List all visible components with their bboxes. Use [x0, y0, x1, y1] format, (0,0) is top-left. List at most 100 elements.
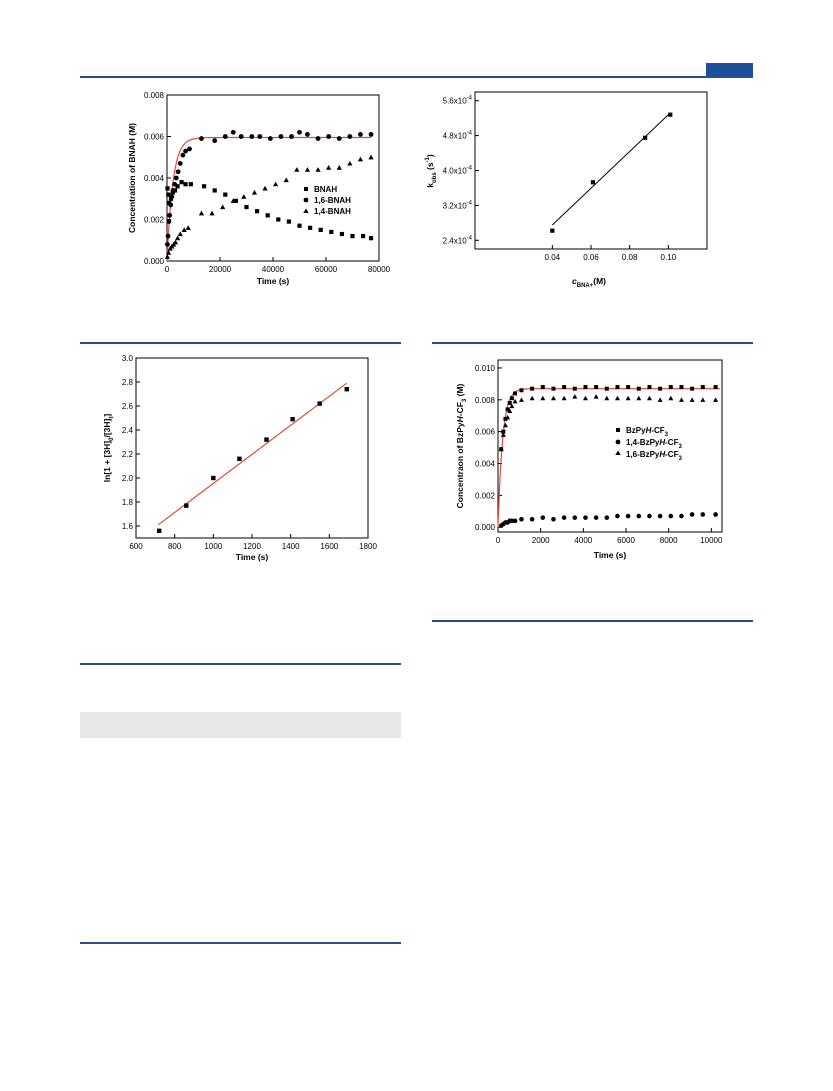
- data-point: [166, 192, 171, 197]
- series-1-6-bnah: [164, 129, 374, 247]
- data-point: [172, 181, 178, 187]
- data-point: [290, 417, 295, 422]
- data-point: [185, 225, 191, 230]
- legend-label-1-4-bzpyh-cf3: 1,4-BzPyH-CF3: [626, 438, 682, 450]
- y-tick-label: 0.008: [475, 396, 496, 405]
- y-tick-label: 2.6: [122, 402, 134, 411]
- data-point: [209, 210, 215, 216]
- data-point: [512, 518, 518, 524]
- data-point: [297, 129, 302, 135]
- y-tick-label: 2.4: [122, 426, 134, 435]
- data-point: [530, 386, 535, 391]
- data-point: [679, 385, 684, 390]
- legend-label-1-6-bnah: 1,6-BNAH: [314, 196, 351, 205]
- data-point: [251, 189, 258, 195]
- legend-marker-1-6-bzpyh-cf3: [615, 450, 621, 455]
- data-point: [529, 395, 535, 401]
- y-tick-label: 0.008: [144, 91, 165, 100]
- data-point: [167, 212, 173, 218]
- data-point: [668, 513, 674, 519]
- y-tick-label: 0.010: [475, 364, 496, 373]
- data-point: [172, 239, 179, 245]
- svg-text:kobs (s-1): kobs (s-1): [425, 154, 438, 188]
- data-point: [519, 516, 524, 522]
- data-point: [615, 513, 620, 519]
- data-point: [223, 192, 228, 197]
- plot-frame: [135, 357, 369, 539]
- x-tick-label: 1600: [320, 542, 338, 551]
- legend-label-1-4-bnah: 1,4-BNAH: [314, 207, 351, 216]
- data-point: [583, 515, 588, 520]
- data-point: [361, 234, 366, 239]
- y-tick-label: 0.000: [144, 257, 165, 266]
- data-point: [175, 235, 181, 241]
- data-point: [183, 182, 188, 187]
- x-tick-label: 4000: [574, 536, 592, 545]
- data-point: [294, 167, 300, 172]
- data-point: [230, 198, 236, 203]
- data-point: [165, 186, 170, 191]
- data-point: [344, 387, 349, 392]
- data-point: [658, 386, 663, 391]
- data-point: [278, 134, 284, 139]
- data-point: [241, 194, 247, 199]
- data-point: [276, 217, 281, 222]
- y-tick-label: 0.000: [475, 523, 496, 532]
- data-point: [582, 395, 588, 401]
- data-point: [255, 209, 260, 214]
- data-point: [498, 446, 504, 452]
- data-point: [513, 391, 518, 396]
- y-tick-label: 0.002: [475, 491, 496, 500]
- data-point: [713, 385, 718, 390]
- header-tab: [706, 63, 753, 77]
- data-point: [318, 227, 323, 232]
- data-point: [540, 385, 545, 390]
- svg-text:ln[1 + [3H]0/[3H]t]: ln[1 + [3H]0/[3H]t]: [102, 414, 115, 483]
- data-point: [220, 204, 226, 210]
- data-point: [551, 386, 556, 391]
- table-header-shade: [80, 712, 401, 738]
- section-rule-left-3: [80, 942, 401, 944]
- data-point: [202, 184, 207, 189]
- y-tick-label: 4.0x10-4: [443, 166, 473, 176]
- data-point: [244, 204, 249, 210]
- data-point: [175, 169, 181, 175]
- x-tick-label: 1400: [282, 542, 300, 551]
- series-1-6-bzpyh-cf3: [498, 394, 719, 452]
- data-point: [164, 242, 170, 247]
- y-tick-label: 0.006: [475, 428, 496, 437]
- data-point: [347, 160, 353, 166]
- data-point: [167, 200, 172, 205]
- y-tick-label: 0.006: [144, 133, 165, 142]
- y-tick-label: 1.8: [122, 498, 134, 507]
- data-point: [249, 134, 255, 139]
- legend-marker-1-4-bzpyh-cf3: [615, 439, 621, 445]
- ln-ratio-vs-time-chart: Time (s) ln[1 + [3H]0/[3H]t] 600 800 1000 1…: [102, 354, 377, 562]
- data-point: [502, 422, 508, 428]
- data-point: [505, 407, 510, 412]
- data-point: [267, 136, 273, 141]
- data-point: [289, 134, 294, 139]
- legend-marker-1-6-bnah: [303, 197, 309, 203]
- data-point: [304, 167, 311, 172]
- y-tick-label: 4.8x10-4: [443, 131, 473, 141]
- y-tick-label: 2.2: [122, 450, 134, 459]
- data-point: [572, 394, 578, 399]
- data-point: [519, 388, 524, 393]
- data-point: [339, 231, 344, 237]
- data-point: [368, 236, 374, 241]
- data-point: [315, 136, 321, 141]
- y-tick-label: 1.6: [122, 522, 134, 531]
- legend-label-bnah: BNAH: [314, 185, 337, 194]
- data-point: [647, 513, 652, 519]
- x-tick-label: 0.06: [583, 253, 599, 262]
- data-point: [562, 385, 567, 390]
- data-point: [583, 385, 588, 390]
- data-point: [690, 386, 695, 391]
- svg-text:cBNA+(M): cBNA+(M): [572, 276, 606, 289]
- data-point: [679, 513, 684, 519]
- data-point: [590, 180, 596, 185]
- data-point: [336, 136, 342, 141]
- data-point: [500, 432, 506, 437]
- data-point: [222, 134, 228, 139]
